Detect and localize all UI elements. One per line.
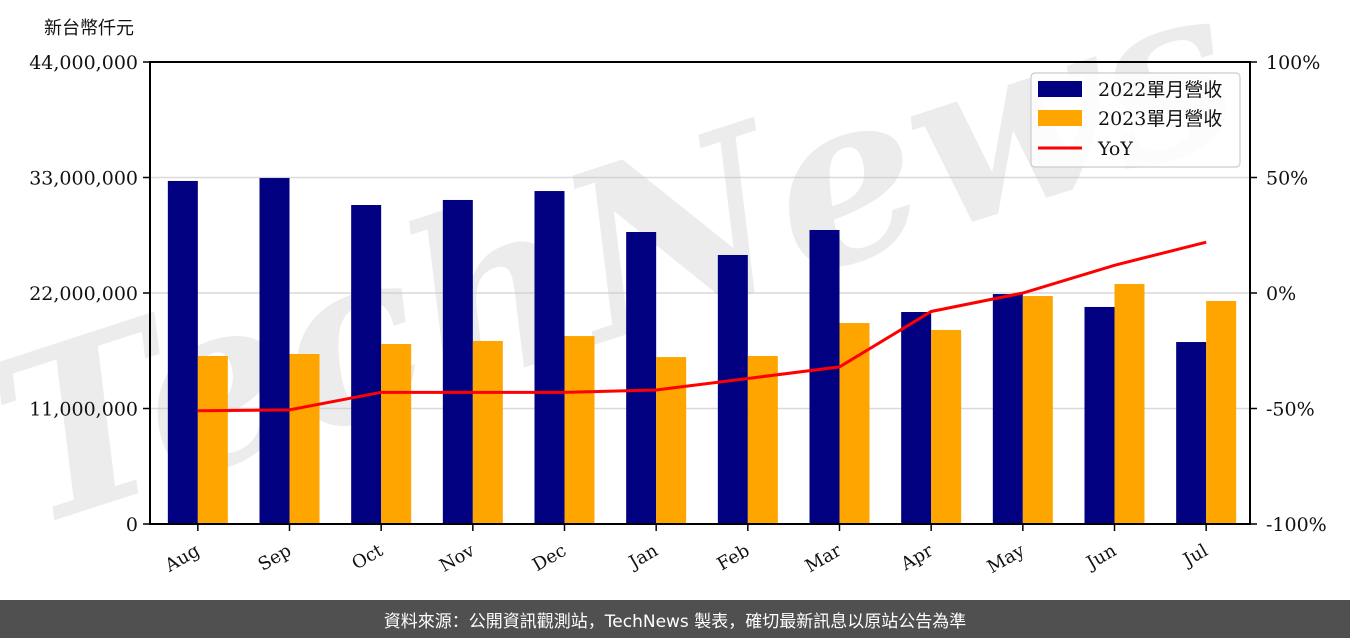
x-tick-label: Jan	[624, 540, 662, 574]
bar-2022	[809, 230, 840, 524]
x-tick-label: Jun	[1081, 540, 1120, 575]
bar-2022	[442, 199, 473, 524]
yoy-line-series	[197, 240, 1207, 413]
x-tick-label: Nov	[436, 540, 479, 577]
revenue-chart: TechNews 011,000,00022,000,00033,000,000…	[0, 0, 1327, 580]
bar-2023	[1206, 300, 1237, 524]
bar-2023	[564, 336, 595, 524]
x-tick-label: May	[984, 540, 1029, 578]
bar-2022	[992, 294, 1023, 524]
source-footer: 資料來源：公開資訊觀測站，TechNews 製表，確切最新訊息以原站公告為準	[0, 600, 1350, 638]
bar-2022	[1176, 342, 1207, 524]
y-tick-label: 22,000,000	[29, 283, 138, 305]
bar-2022	[717, 254, 748, 525]
y2-tick-label: 50%	[1266, 168, 1308, 190]
x-tick-label: Dec	[529, 540, 570, 576]
yoy-line	[197, 240, 1207, 413]
legend-swatch-2023	[1038, 110, 1082, 126]
bar-2022	[167, 180, 198, 524]
bar-2022	[351, 205, 382, 524]
x-tick-label: Aug	[161, 540, 204, 577]
bar-2022	[901, 312, 932, 524]
y-tick-label: 44,000,000	[29, 52, 138, 74]
y-axis-unit-label: 新台幣仟元	[44, 18, 134, 39]
bar-2023	[1114, 283, 1145, 524]
x-tick-label: Apr	[897, 540, 937, 575]
legend-label-yoy: YoY	[1097, 138, 1133, 160]
legend-swatch-2022	[1038, 81, 1082, 97]
bar-2022	[259, 178, 290, 524]
legend: 2022單月營收 2023單月營收 YoY	[1030, 72, 1241, 168]
y2-tick-label: -50%	[1266, 399, 1315, 421]
bar-2022	[1084, 306, 1115, 524]
bar-2023	[289, 354, 320, 524]
x-tick-label: Mar	[802, 540, 846, 577]
y-tick-label: 33,000,000	[29, 168, 138, 190]
bar-2023	[656, 357, 687, 524]
bar-2022	[534, 191, 565, 525]
bar-2023	[381, 344, 412, 524]
legend-label-2022: 2022單月營收	[1098, 79, 1222, 101]
bar-2023	[197, 356, 228, 524]
x-tick-label: Feb	[714, 540, 754, 575]
y2-tick-label: 0%	[1266, 283, 1296, 305]
y-tick-label: 11,000,000	[29, 399, 138, 421]
y2-tick-label: 100%	[1266, 52, 1320, 74]
x-tick-label: Oct	[348, 540, 387, 575]
x-tick-label: Sep	[255, 540, 295, 575]
legend-box	[1030, 72, 1241, 168]
x-tick-label: Jul	[1178, 540, 1212, 572]
bar-series	[167, 178, 1237, 525]
bar-2023	[747, 356, 778, 524]
bar-2023	[931, 329, 962, 524]
legend-label-2023: 2023單月營收	[1098, 108, 1222, 130]
bar-2022	[626, 231, 657, 524]
gridlines	[150, 176, 1250, 410]
y-tick-label: 0	[126, 514, 138, 536]
source-text: 資料來源：公開資訊觀測站，TechNews 製表，確切最新訊息以原站公告為準	[383, 611, 967, 632]
y2-tick-label: -100%	[1266, 514, 1327, 536]
bar-2023	[472, 340, 503, 524]
bar-2023	[1022, 296, 1053, 524]
